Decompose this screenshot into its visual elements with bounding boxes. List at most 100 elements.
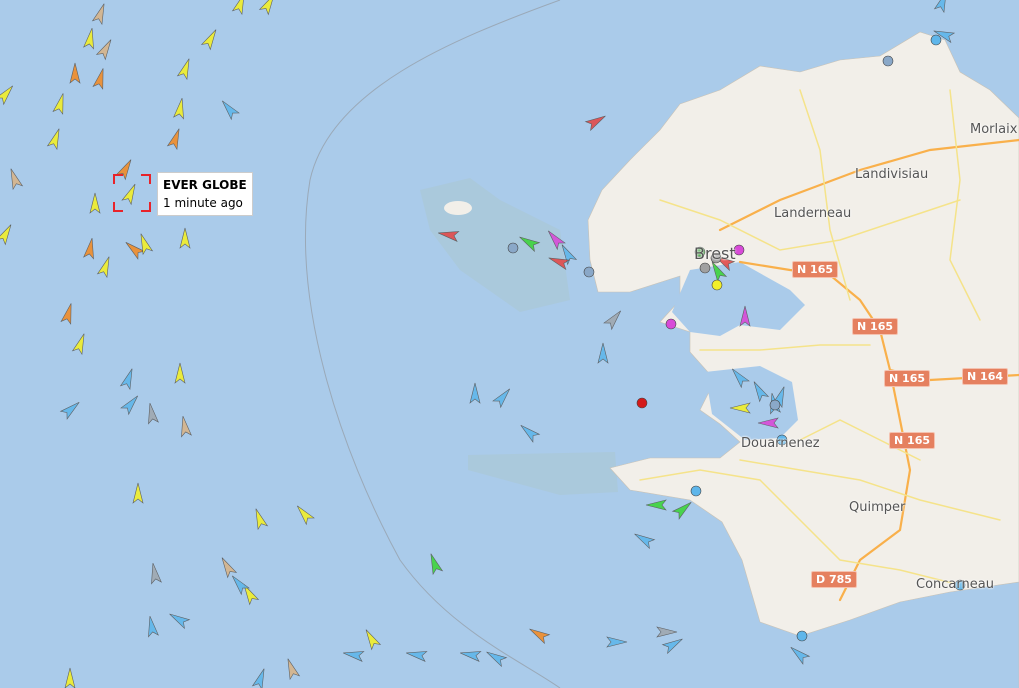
stationary-vessel-marker[interactable] <box>954 579 966 591</box>
stationary-vessel-marker[interactable] <box>694 246 706 258</box>
vessel-marker[interactable] <box>729 402 751 414</box>
vessel-marker[interactable] <box>518 421 541 443</box>
road-shield-n165: N 165 <box>852 318 898 335</box>
vessel-marker[interactable] <box>547 253 571 271</box>
stationary-vessel-marker[interactable] <box>769 399 781 411</box>
vessel-marker[interactable] <box>708 259 728 283</box>
vessel-marker[interactable] <box>59 398 83 420</box>
vessel-marker[interactable] <box>121 182 140 206</box>
vessel-marker[interactable] <box>123 238 146 260</box>
vessel-marker[interactable] <box>251 667 269 688</box>
vessel-marker[interactable] <box>426 552 444 576</box>
vessel-marker[interactable] <box>258 0 279 16</box>
vessel-marker[interactable] <box>661 635 685 655</box>
vessel-marker[interactable] <box>89 192 101 214</box>
vessel-marker[interactable] <box>92 67 108 90</box>
stationary-vessel-marker[interactable] <box>507 242 519 254</box>
vessel-marker[interactable] <box>597 342 609 364</box>
stationary-vessel-marker[interactable] <box>796 630 808 642</box>
vessel-marker[interactable] <box>437 228 460 242</box>
vessel-marker[interactable] <box>558 242 578 266</box>
vessel-marker[interactable] <box>176 57 194 81</box>
vessel-marker[interactable] <box>517 233 541 253</box>
stationary-vessel-marker[interactable] <box>776 434 788 446</box>
vessel-marker[interactable] <box>231 0 249 16</box>
place-landivisiau: Landivisiau <box>855 167 929 182</box>
stationary-vessel-marker[interactable] <box>733 244 745 256</box>
vessel-marker[interactable] <box>750 379 770 403</box>
vessel-marker[interactable] <box>739 305 751 327</box>
vessel-marker[interactable] <box>52 92 68 115</box>
vessel-marker[interactable] <box>0 222 15 246</box>
vessel-marker[interactable] <box>671 498 695 520</box>
vessel-marker[interactable] <box>218 98 240 121</box>
ouessant-island <box>444 201 472 215</box>
vessel-marker[interactable] <box>95 37 116 61</box>
vessel-marker[interactable] <box>132 482 144 504</box>
vessel-marker[interactable] <box>178 415 192 438</box>
vessel-marker[interactable] <box>83 27 97 50</box>
vessel-marker[interactable] <box>544 228 566 251</box>
vessel-marker[interactable] <box>527 625 551 645</box>
stationary-vessel-marker[interactable] <box>636 397 648 409</box>
vessel-marker[interactable] <box>933 0 951 14</box>
vessel-marker[interactable] <box>459 648 482 662</box>
vessel-marker[interactable] <box>293 503 315 526</box>
stationary-vessel-marker[interactable] <box>665 318 677 330</box>
vessel-marker[interactable] <box>148 562 162 585</box>
vessel-marker[interactable] <box>251 507 269 531</box>
vessel-markers[interactable] <box>0 0 966 688</box>
stationary-vessel-marker[interactable] <box>583 266 595 278</box>
vessel-marker[interactable] <box>6 167 24 191</box>
vessel-marker[interactable] <box>120 393 142 416</box>
vessel-marker[interactable] <box>218 555 238 579</box>
vessel-marker[interactable] <box>932 26 956 44</box>
vessel-marker[interactable] <box>145 615 159 638</box>
vessel-marker[interactable] <box>179 227 191 249</box>
vessel-marker[interactable] <box>83 237 97 260</box>
vessel-marker[interactable] <box>96 255 114 279</box>
vessel-marker[interactable] <box>469 382 481 404</box>
vessel-marker[interactable] <box>174 362 186 384</box>
vessel-marker[interactable] <box>788 643 811 665</box>
vessel-marker[interactable] <box>173 97 187 120</box>
vessel-marker[interactable] <box>228 573 250 596</box>
stationary-vessel-marker[interactable] <box>710 252 722 264</box>
vessel-marker[interactable] <box>584 112 608 132</box>
stationary-vessel-marker[interactable] <box>882 55 894 67</box>
vessel-marker[interactable] <box>200 27 221 51</box>
stationary-vessel-marker[interactable] <box>930 34 942 46</box>
vessel-marker[interactable] <box>0 83 17 106</box>
vessel-marker[interactable] <box>728 366 750 389</box>
vessel-marker[interactable] <box>91 2 109 26</box>
vessel-marker[interactable] <box>603 308 625 331</box>
vessel-marker[interactable] <box>136 232 154 256</box>
vessel-marker[interactable] <box>492 386 514 409</box>
vessel-marker[interactable] <box>166 127 184 151</box>
vessel-marker[interactable] <box>115 157 136 181</box>
vessel-marker[interactable] <box>145 402 159 425</box>
stationary-vessel-marker[interactable] <box>699 262 711 274</box>
vessel-marker[interactable] <box>342 648 365 662</box>
vessel-marker[interactable] <box>71 332 89 356</box>
vessel-marker[interactable] <box>283 657 301 681</box>
vessel-marker[interactable] <box>167 610 191 630</box>
vessel-marker[interactable] <box>240 582 260 606</box>
vessel-marker[interactable] <box>64 667 76 688</box>
vessel-marker[interactable] <box>757 417 779 429</box>
road-shield-n164: N 164 <box>962 368 1008 385</box>
vessel-marker[interactable] <box>60 302 76 325</box>
vessel-marker[interactable] <box>632 530 656 550</box>
vessel-marker[interactable] <box>606 636 628 648</box>
vessel-marker[interactable] <box>656 626 678 638</box>
stationary-vessel-marker[interactable] <box>711 279 723 291</box>
vessel-marker[interactable] <box>405 648 428 662</box>
vessel-marker[interactable] <box>46 127 64 151</box>
stationary-vessel-marker[interactable] <box>690 485 702 497</box>
vessel-marker[interactable] <box>484 648 508 668</box>
vessel-marker[interactable] <box>69 62 81 84</box>
vessel-marker[interactable] <box>119 367 137 391</box>
vessel-marker[interactable] <box>362 627 382 651</box>
vessel-marker[interactable] <box>645 499 667 511</box>
